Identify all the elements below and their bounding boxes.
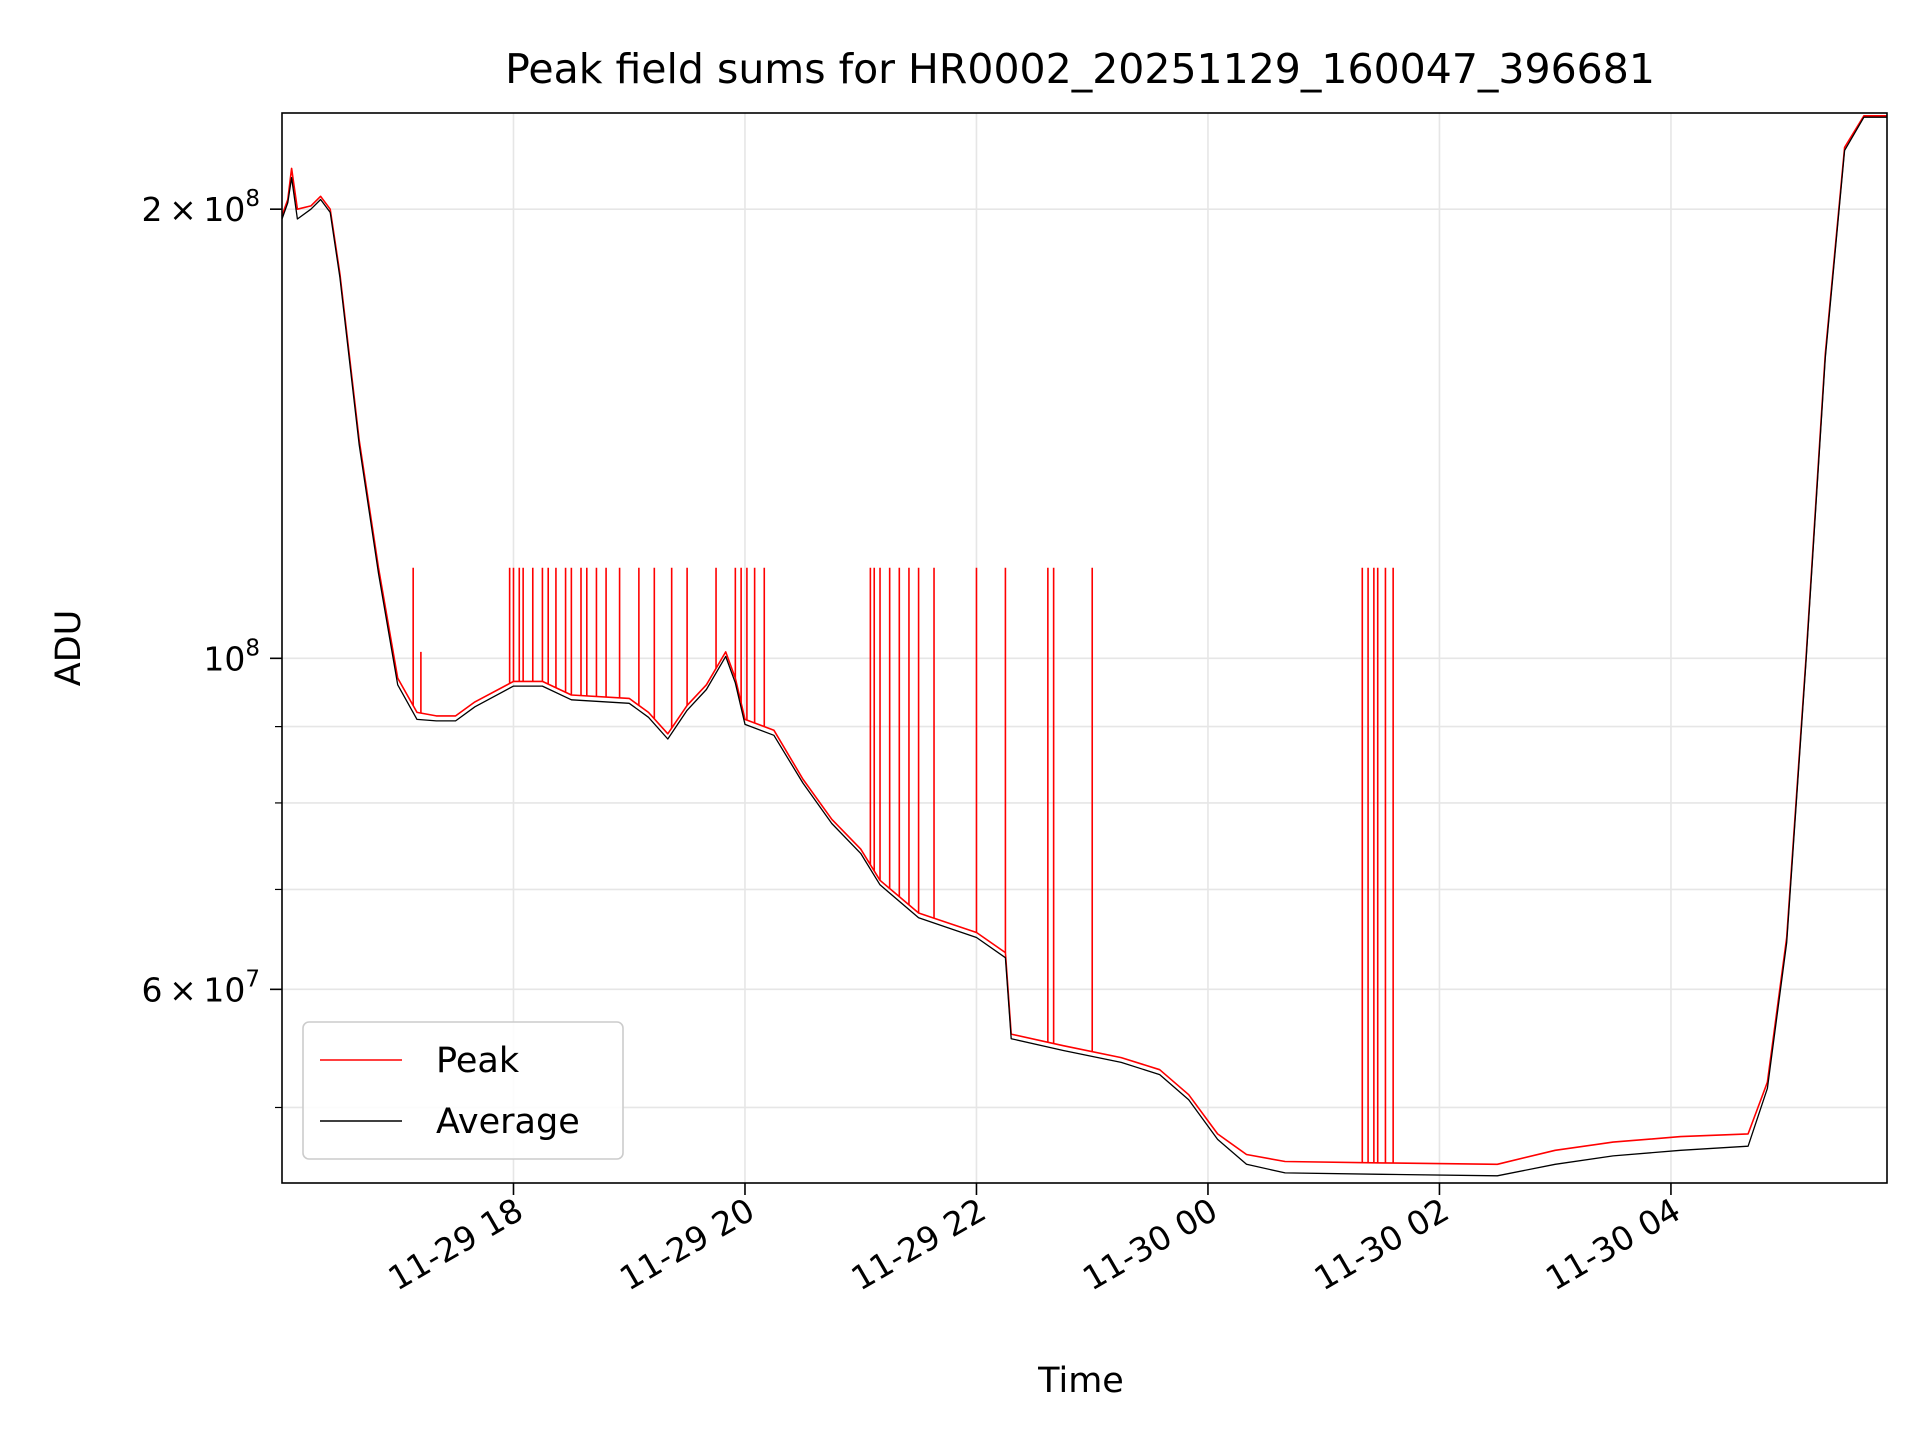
legend-label-average: Average	[436, 1102, 580, 1142]
y-axis: 6 × 107 108 2 × 108	[142, 186, 282, 1109]
legend-box	[302, 1021, 624, 1160]
grid	[282, 113, 1887, 1183]
series-line-peak	[281, 115, 1887, 1166]
x-tick-label: 11-30 02	[1307, 1190, 1455, 1298]
x-tick-label: 11-29 18	[381, 1190, 529, 1298]
plot-frame	[281, 112, 1888, 1184]
x-tick-label: 11-29 22	[844, 1190, 992, 1298]
y-tick-label: 2 × 108	[142, 186, 260, 229]
legend-label-peak: Peak	[436, 1041, 520, 1081]
y-tick-label: 108	[203, 635, 260, 678]
y-tick-label: 6 × 107	[142, 966, 260, 1009]
x-tick-label: 11-29 20	[613, 1190, 761, 1298]
chart-title: Peak field sums for HR0002_20251129_1600…	[505, 45, 1655, 93]
legend: Peak Average	[302, 1021, 624, 1160]
x-tick-label: 11-30 04	[1539, 1190, 1687, 1298]
x-tick-label: 11-30 00	[1076, 1190, 1224, 1298]
series-line-average	[281, 116, 1887, 1177]
y-axis-label: ADU	[49, 610, 89, 687]
x-axis: 11-29 18 11-29 20 11-29 22 11-30 00 11-30 02…	[381, 1183, 1687, 1298]
x-axis-label: Time	[1037, 1361, 1124, 1401]
plot-area	[281, 115, 1887, 1177]
